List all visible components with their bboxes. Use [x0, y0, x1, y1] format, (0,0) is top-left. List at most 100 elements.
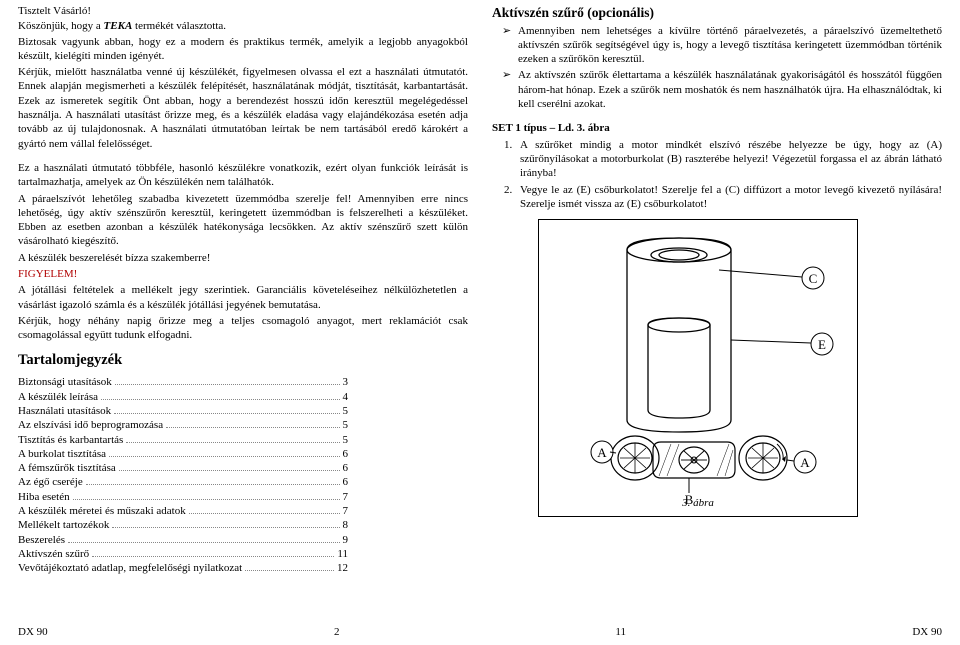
toc-row: Tisztítás és karbantartás 5	[18, 433, 348, 447]
intro-block: Biztosak vagyunk abban, hogy ez a modern…	[18, 35, 468, 151]
toc-row: Beszerelés 9	[18, 533, 348, 547]
toc-label: Mellékelt tartozékok	[18, 518, 109, 532]
toc-row: Mellékelt tartozékok 8	[18, 518, 348, 532]
toc-page-number: 6	[343, 461, 349, 475]
toc-page-number: 6	[343, 475, 349, 489]
toc-dots	[245, 570, 334, 571]
toc-label: Beszerelés	[18, 533, 65, 547]
footer-page-left: 2	[164, 625, 480, 639]
toc-dots	[126, 442, 339, 443]
toc-page-number: 4	[343, 390, 349, 404]
thanks-pre: Köszönjük, hogy a	[18, 20, 104, 32]
toc-dots	[101, 399, 339, 400]
figure-label-a-left: A	[597, 445, 607, 460]
thanks-post: termékét választotta.	[132, 20, 226, 32]
toc-row: Biztonsági utasítások 3	[18, 375, 348, 389]
toc-page-number: 5	[343, 418, 349, 432]
step-item: 2. Vegye le az (E) csőburkolatot! Szerelj…	[504, 183, 942, 212]
bullet-list: Amennyiben nem lehetséges a kívülre tört…	[506, 24, 942, 112]
toc-label: Az elszívási idő beprogramozása	[18, 418, 163, 432]
warranty-p1: A jótállási feltételek a mellékelt jegy …	[18, 283, 468, 312]
toc-dots	[189, 513, 340, 514]
toc-dots	[166, 427, 339, 428]
toc-row: Vevőtájékoztató adatlap, megfelelőségi n…	[18, 561, 348, 575]
left-column: Tisztelt Vásárló! Köszönjük, hogy a TEKA…	[18, 4, 468, 576]
figure-label-a-right: A	[800, 455, 810, 470]
toc-page-number: 5	[343, 433, 349, 447]
toc-page-number: 3	[343, 375, 349, 389]
toc-row: A készülék leírása 4	[18, 390, 348, 404]
toc-dots	[92, 556, 334, 557]
section-title: Aktívszén szűrő (opcionális)	[492, 4, 942, 22]
footer-model-left: DX 90	[18, 625, 164, 639]
toc-dots	[112, 527, 339, 528]
figure-3: C E A A B 3. ábra	[538, 219, 858, 517]
toc-dots	[115, 384, 340, 385]
intro-p1: Biztosak vagyunk abban, hogy ez a modern…	[18, 35, 468, 64]
numbered-steps: 1. A szűrőket mindig a motor mindkét elsz…	[504, 138, 942, 211]
note-p4: A páraelszívót lehetőleg szabadba kiveze…	[18, 192, 468, 249]
toc-title: Tartalomjegyzék	[18, 351, 468, 370]
toc-page-number: 12	[337, 561, 348, 575]
toc-row: A burkolat tisztítása 6	[18, 447, 348, 461]
figure-label-e: E	[818, 337, 826, 352]
brand-name: TEKA	[104, 20, 133, 32]
warning-label: FIGYELEM!	[18, 267, 468, 281]
intro-p2: Kérjük, mielőtt használatba venné új kés…	[18, 65, 468, 151]
toc-page-number: 6	[343, 447, 349, 461]
toc-dots	[109, 456, 340, 457]
note-p3: Ez a használati útmutató többféle, hason…	[18, 161, 468, 190]
toc-row: Hiba esetén 7	[18, 490, 348, 504]
bullet-item: Az aktívszén szűrők élettartama a készül…	[506, 68, 942, 111]
toc-label: Használati utasítások	[18, 404, 111, 418]
footer-page-right: 11	[480, 625, 796, 639]
step-item: 1. A szűrőket mindig a motor mindkét elsz…	[504, 138, 942, 181]
toc-label: A készülék méretei és műszaki adatok	[18, 504, 186, 518]
toc-row: A fémszűrők tisztítása 6	[18, 461, 348, 475]
toc-label: Tisztítás és karbantartás	[18, 433, 123, 447]
set-title: SET 1 típus – Ld. 3. ábra	[492, 121, 942, 135]
table-of-contents: Biztonsági utasítások3A készülék leírása…	[18, 375, 348, 575]
toc-row: Az elszívási idő beprogramozása 5	[18, 418, 348, 432]
toc-dots	[114, 413, 339, 414]
toc-row: Aktívszén szűrő 11	[18, 547, 348, 561]
toc-label: A fémszűrők tisztítása	[18, 461, 116, 475]
toc-label: Vevőtájékoztató adatlap, megfelelőségi n…	[18, 561, 242, 575]
figure-caption: 3. ábra	[539, 496, 857, 510]
toc-page-number: 9	[343, 533, 349, 547]
toc-page-number: 11	[337, 547, 348, 561]
footer-model-right: DX 90	[796, 625, 942, 639]
toc-dots	[68, 542, 339, 543]
toc-dots	[73, 499, 340, 500]
toc-dots	[119, 470, 340, 471]
step-text: Vegye le az (E) csőburkolatot! Szerelje …	[520, 184, 942, 210]
warranty-p2: Kérjük, hogy néhány napig őrizze meg a t…	[18, 314, 468, 343]
toc-label: Hiba esetén	[18, 490, 70, 504]
page-footer: DX 90 2 11 DX 90	[0, 625, 960, 639]
warning-text: FIGYELEM!	[18, 268, 77, 280]
toc-page-number: 5	[343, 404, 349, 418]
toc-label: Aktívszén szűrő	[18, 547, 89, 561]
toc-page-number: 8	[343, 518, 349, 532]
toc-label: Biztonsági utasítások	[18, 375, 112, 389]
toc-row: A készülék méretei és műszaki adatok 7	[18, 504, 348, 518]
toc-row: Használati utasítások 5	[18, 404, 348, 418]
step-number: 1.	[504, 138, 512, 152]
note-p5: A készülék beszerelését bízza szakemberr…	[18, 251, 468, 265]
step-text: A szűrőket mindig a motor mindkét elszív…	[520, 139, 942, 180]
toc-label: Az égő cseréje	[18, 475, 83, 489]
toc-label: A burkolat tisztítása	[18, 447, 106, 461]
document-page: Tisztelt Vásárló! Köszönjük, hogy a TEKA…	[0, 0, 960, 580]
thanks-line: Köszönjük, hogy a TEKA termékét választo…	[18, 19, 468, 33]
step-number: 2.	[504, 183, 512, 197]
greeting: Tisztelt Vásárló!	[18, 4, 468, 18]
figure-drawing: C E A A B	[539, 220, 859, 510]
toc-label: A készülék leírása	[18, 390, 98, 404]
figure-label-c: C	[809, 271, 818, 286]
toc-page-number: 7	[343, 504, 349, 518]
toc-page-number: 7	[343, 490, 349, 504]
toc-row: Az égő cseréje 6	[18, 475, 348, 489]
toc-dots	[86, 484, 340, 485]
right-column: Aktívszén szűrő (opcionális) Amennyiben …	[492, 4, 942, 576]
bullet-item: Amennyiben nem lehetséges a kívülre tört…	[506, 24, 942, 67]
